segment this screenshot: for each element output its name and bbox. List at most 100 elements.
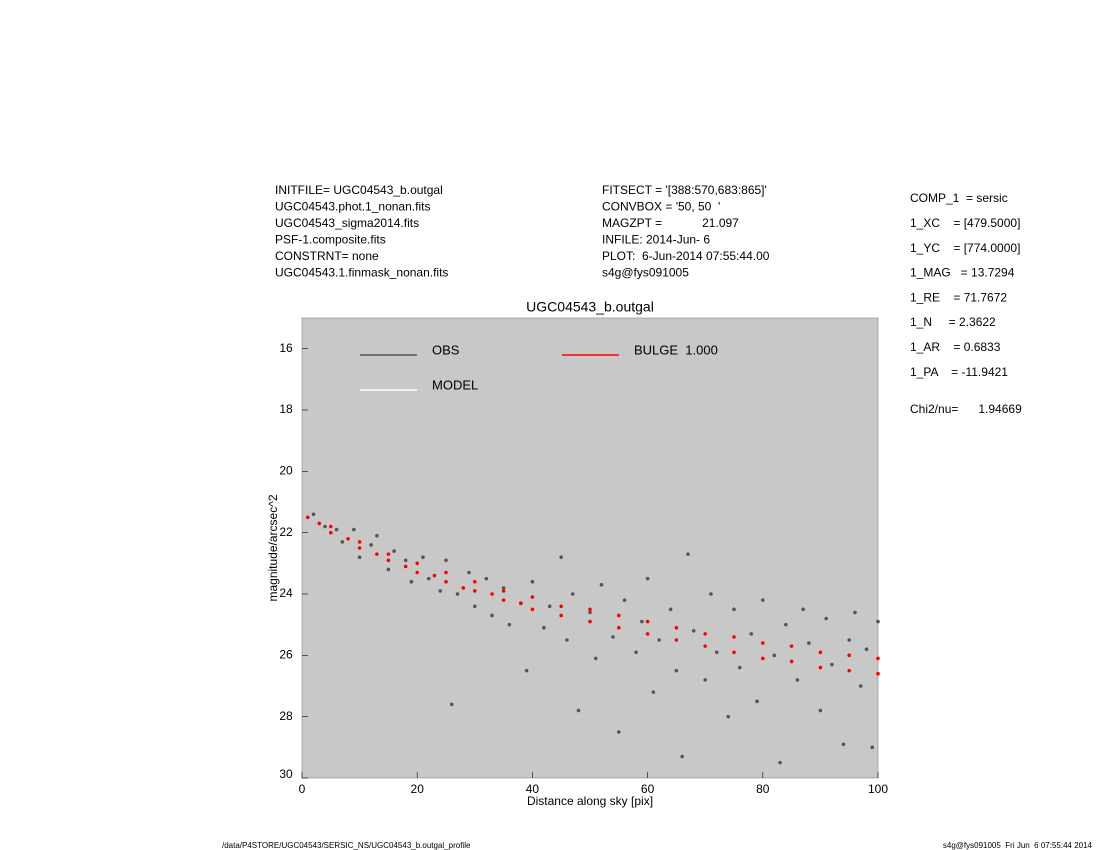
data-point: [732, 607, 736, 612]
data-point: [847, 653, 851, 658]
data-point: [530, 595, 535, 599]
data-point: [305, 515, 310, 520]
y-tick-label: 20: [279, 464, 293, 478]
footer-stamp: s4g@fys091005 Fri Jun 6 07:55:44 2014: [943, 841, 1093, 850]
data-point: [703, 632, 707, 636]
data-point: [674, 668, 679, 673]
y-tick-label: 16: [279, 341, 293, 355]
data-point: [559, 555, 563, 559]
data-point: [421, 555, 425, 559]
data-point: [352, 527, 356, 532]
data-point: [818, 650, 823, 655]
data-point: [622, 598, 627, 602]
y-axis-label: magnitude/arcsec^2: [266, 494, 280, 601]
data-point: [703, 678, 707, 682]
data-point: [876, 619, 880, 624]
data-point: [386, 552, 391, 556]
header-line: s4g@fys091005: [602, 266, 689, 280]
data-point: [415, 561, 420, 566]
data-point: [789, 644, 794, 648]
data-point: [674, 638, 679, 642]
data-point: [714, 650, 719, 655]
data-point: [317, 521, 322, 526]
data-point: [415, 570, 420, 575]
data-point: [737, 665, 742, 670]
data-point: [432, 573, 437, 578]
y-tick-label: 30: [279, 767, 293, 781]
data-point: [651, 690, 656, 694]
y-tick-label: 22: [279, 525, 293, 539]
header-line: INITFILE= UGC04543_b.outgal: [275, 183, 443, 197]
data-point: [588, 619, 592, 624]
legend-label: MODEL: [432, 377, 478, 392]
header-line: UGC04543.1.finmask_nonan.fits: [275, 266, 448, 280]
data-point: [795, 678, 800, 682]
data-point: [599, 583, 604, 587]
data-point: [617, 730, 621, 734]
data-point: [876, 656, 880, 661]
data-point: [570, 592, 575, 596]
data-point: [784, 622, 788, 627]
chart-title: UGC04543_b.outgal: [526, 299, 654, 315]
data-point: [761, 641, 765, 645]
data-point: [507, 622, 512, 627]
y-tick-label: 28: [279, 709, 293, 723]
data-point: [772, 653, 777, 658]
data-point: [519, 601, 523, 605]
data-point: [761, 656, 765, 661]
data-point: [559, 604, 563, 609]
y-tick-label: 26: [279, 648, 293, 662]
header-line: PSF-1.composite.fits: [275, 233, 386, 247]
data-point: [444, 579, 448, 584]
x-tick-label: 0: [299, 782, 306, 796]
data-point: [686, 552, 690, 556]
data-point: [755, 699, 759, 704]
header-line: CONVBOX = '50, 50 ': [602, 200, 720, 214]
data-point: [547, 604, 552, 609]
header-line: INFILE: 2014-Jun- 6: [602, 233, 710, 247]
header-line: UGC04543_sigma2014.fits: [275, 216, 419, 230]
header-line: MAGZPT = 21.097: [602, 216, 739, 230]
y-tick-label: 24: [279, 586, 293, 600]
data-point: [778, 760, 782, 765]
data-point: [709, 592, 713, 596]
data-point: [455, 592, 460, 596]
data-point: [749, 632, 754, 636]
header-line: UGC04543.phot.1_nonan.fits: [275, 200, 430, 214]
data-point: [461, 586, 466, 590]
data-point: [559, 613, 563, 618]
data-point: [876, 671, 880, 676]
data-point: [484, 576, 489, 581]
data-point: [334, 527, 339, 532]
data-point: [357, 540, 362, 544]
data-point: [444, 558, 448, 563]
data-point: [375, 533, 379, 538]
fit-parameter: Chi2/nu= 1.94669: [910, 402, 1022, 416]
data-point: [403, 558, 408, 563]
data-point: [340, 540, 345, 544]
fit-parameter: 1_XC = [479.5000]: [910, 216, 1020, 230]
data-point: [323, 524, 327, 529]
data-point: [588, 610, 592, 615]
data-point: [617, 625, 621, 630]
data-point: [524, 668, 529, 673]
data-point: [473, 589, 477, 593]
data-point: [501, 598, 506, 602]
header-line: PLOT: 6-Jun-2014 07:55:44.00: [602, 249, 770, 263]
data-point: [645, 619, 650, 624]
data-point: [634, 650, 638, 655]
data-point: [490, 613, 494, 618]
data-point: [824, 616, 828, 621]
fit-parameter: 1_RE = 71.7672: [910, 290, 1007, 304]
fit-parameter: 1_PA = -11.9421: [910, 365, 1008, 379]
data-point: [645, 576, 650, 581]
data-point: [789, 659, 794, 664]
data-point: [830, 662, 834, 667]
data-point: [818, 708, 823, 713]
data-point: [617, 613, 621, 618]
data-point: [473, 579, 477, 584]
data-point: [438, 589, 443, 593]
legend-label: OBS: [432, 342, 460, 357]
data-point: [732, 635, 736, 639]
